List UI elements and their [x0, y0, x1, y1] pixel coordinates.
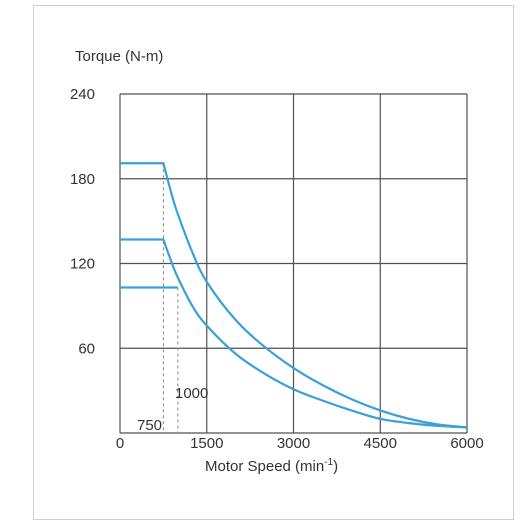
- y-tick-label-120: 120: [70, 256, 95, 273]
- y-tick-label-180: 180: [70, 171, 95, 188]
- annotation-1000: 1000: [175, 385, 208, 402]
- series-line-1: [120, 162, 468, 429]
- tick-labels: 0 1500 3000 4500 6000 240 180 120 60: [70, 86, 484, 452]
- x-tick-label-1500: 1500: [190, 435, 223, 452]
- y-tick-label-60: 60: [78, 340, 95, 357]
- y-axis-label: Torque (N-m): [75, 48, 163, 65]
- x-axis-label-text: Motor Speed (min: [205, 458, 324, 475]
- x-tick-label-0: 0: [116, 435, 124, 452]
- x-axis-label: Motor Speed (min-1): [205, 457, 338, 475]
- annotation-750: 750: [137, 417, 162, 434]
- y-tick-label-240: 240: [70, 86, 95, 103]
- x-tick-label-6000: 6000: [450, 435, 483, 452]
- chart-frame: [33, 5, 514, 520]
- series-lines: [120, 162, 468, 429]
- series-line-2: [120, 238, 468, 429]
- x-axis-label-superscript: -1: [324, 457, 333, 468]
- annotations: 750 1000: [137, 385, 208, 434]
- x-tick-label-4500: 4500: [364, 435, 397, 452]
- dashed-guides: [162, 163, 179, 433]
- x-axis-label-close: ): [333, 458, 338, 475]
- x-tick-label-3000: 3000: [277, 435, 310, 452]
